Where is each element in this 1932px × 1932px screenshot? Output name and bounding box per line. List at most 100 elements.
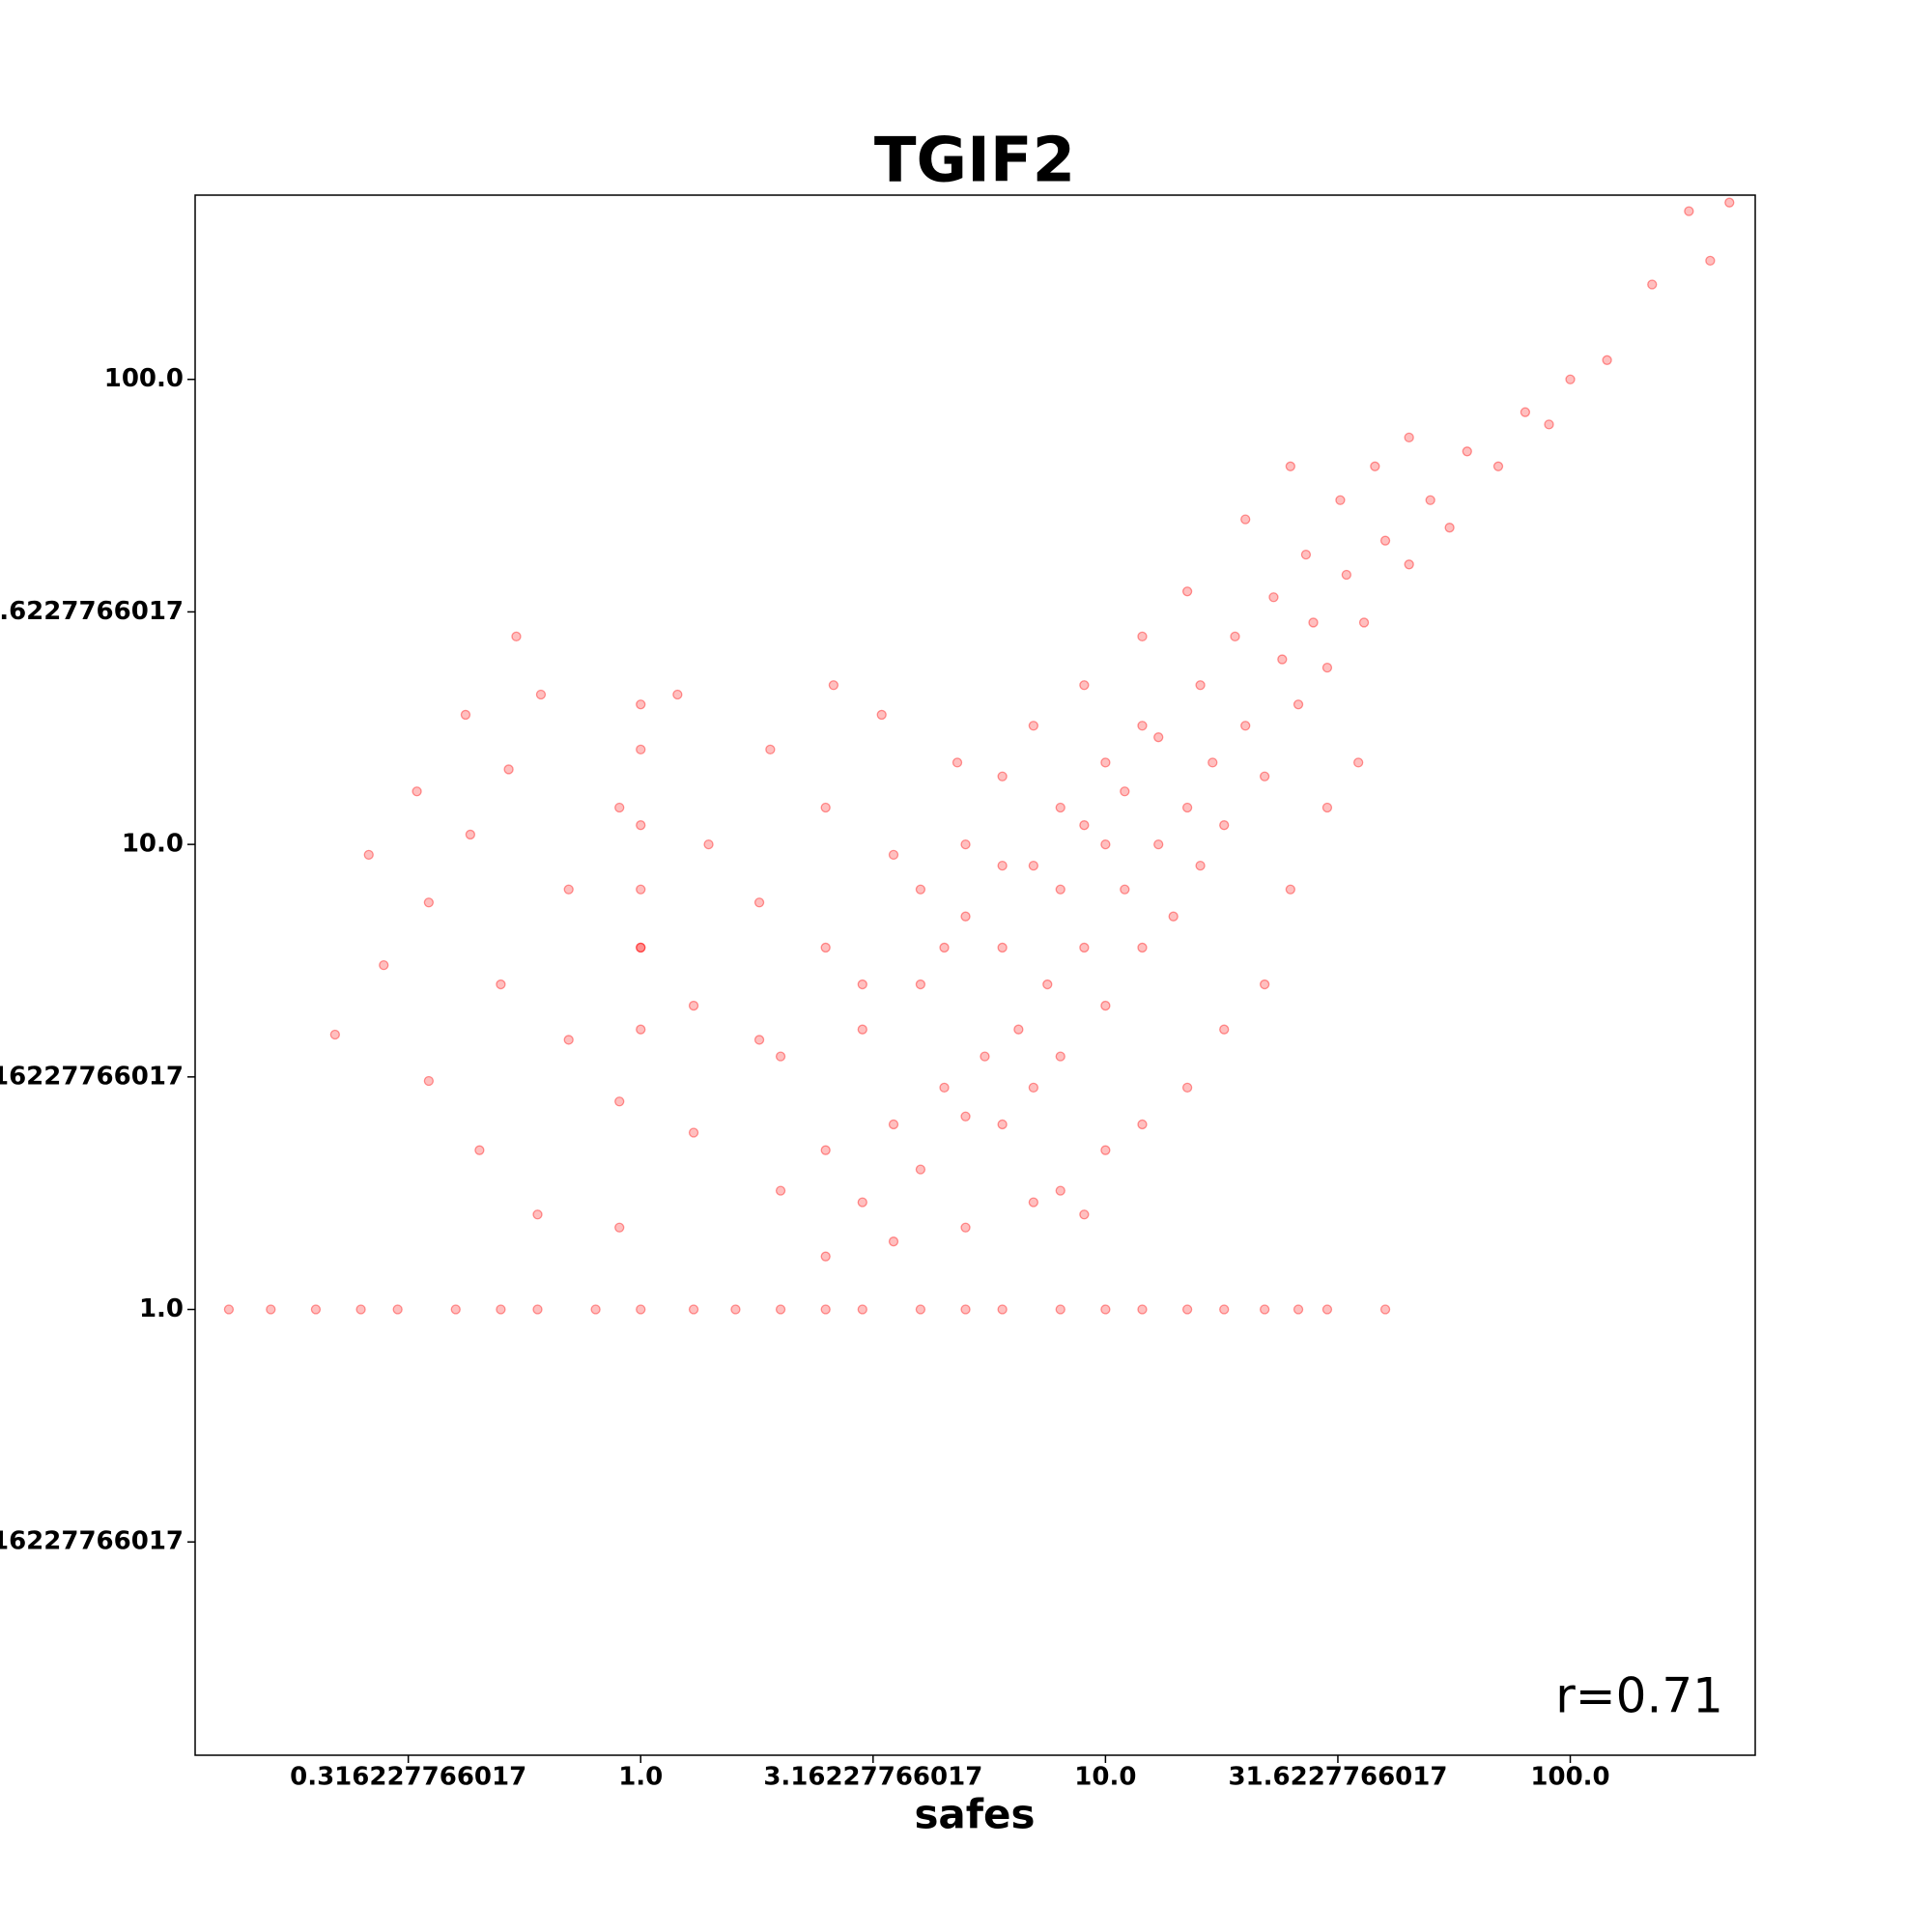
point (1137, 942, 1148, 953)
x-tick-label: 1.0 (618, 1763, 663, 1792)
point (503, 764, 514, 775)
point (1055, 1185, 1065, 1196)
point (688, 1000, 699, 1011)
point (1404, 559, 1414, 570)
y-tick-label: 1.0 (139, 1294, 184, 1323)
point (939, 942, 950, 953)
point (888, 1236, 899, 1247)
point (511, 631, 522, 642)
point (1055, 884, 1065, 895)
point (888, 849, 899, 861)
point (1168, 911, 1179, 922)
point (688, 1127, 699, 1138)
point (423, 1075, 435, 1087)
point (1520, 407, 1531, 417)
point (997, 942, 1008, 953)
point (960, 1111, 971, 1122)
point (223, 1304, 235, 1315)
point (915, 979, 926, 990)
point (614, 1222, 625, 1233)
point (355, 1304, 366, 1315)
point (1219, 1304, 1230, 1315)
point (1321, 802, 1333, 813)
point (636, 942, 646, 953)
point (474, 1145, 485, 1155)
point (765, 744, 776, 755)
point (980, 1051, 990, 1062)
x-tick-label: 31.6227766017 (1228, 1763, 1447, 1792)
point (1425, 495, 1435, 505)
point (1028, 721, 1039, 731)
point (1379, 1304, 1391, 1315)
y-tick-label: 100.0 (104, 364, 184, 393)
point (563, 1035, 574, 1045)
point (960, 911, 971, 922)
point (820, 1145, 831, 1155)
point (775, 1304, 786, 1315)
point (1684, 206, 1694, 216)
point (1137, 631, 1148, 642)
point (857, 979, 867, 990)
x-tick-label: 3.16227766017 (763, 1763, 982, 1792)
point (1100, 757, 1111, 768)
point (1335, 495, 1346, 505)
point (1370, 461, 1380, 471)
point (1100, 1145, 1111, 1155)
point (828, 680, 839, 691)
point (1602, 355, 1612, 365)
y-tick-label: 10.0 (122, 830, 184, 859)
point (1181, 1082, 1193, 1093)
point (496, 1304, 506, 1315)
point (1321, 1304, 1333, 1315)
point (775, 1185, 786, 1196)
point (1219, 1024, 1230, 1035)
point (636, 884, 646, 895)
point (820, 1304, 831, 1315)
point (1724, 197, 1735, 208)
point (820, 942, 831, 953)
point (1492, 461, 1504, 471)
point (1308, 617, 1319, 628)
point (1353, 757, 1364, 768)
point (1153, 732, 1164, 743)
y-tick-label: 0.316227766017 (0, 1527, 184, 1556)
point (952, 757, 963, 768)
point (1195, 680, 1206, 691)
point (753, 897, 765, 908)
point (1544, 419, 1554, 430)
point (1042, 979, 1053, 990)
point (1079, 942, 1090, 953)
point (1240, 514, 1251, 525)
x-tick-label: 0.316227766017 (290, 1763, 526, 1792)
point (1321, 662, 1333, 673)
point (532, 1304, 543, 1315)
point (775, 1051, 786, 1062)
point (1285, 884, 1296, 895)
point (392, 1304, 403, 1315)
point (636, 699, 646, 710)
point (960, 1222, 971, 1233)
y-tick-label: 3.16227766017 (0, 1062, 184, 1091)
point (636, 1024, 646, 1035)
point (1055, 802, 1065, 813)
point (1404, 432, 1414, 443)
point (496, 979, 506, 990)
point (1240, 721, 1251, 731)
point (590, 1304, 601, 1315)
point (857, 1024, 867, 1035)
x-axis-label: safes (914, 1791, 1035, 1838)
point (915, 1164, 926, 1175)
point (1293, 699, 1304, 710)
point (888, 1119, 899, 1130)
point (450, 1304, 461, 1315)
point (636, 744, 646, 755)
point (1268, 592, 1279, 603)
point (379, 959, 389, 971)
point (1259, 1304, 1270, 1315)
x-tick-label: 100.0 (1530, 1763, 1609, 1792)
point (857, 1197, 867, 1208)
point (1079, 680, 1090, 691)
point (535, 689, 547, 700)
point (1285, 461, 1296, 471)
